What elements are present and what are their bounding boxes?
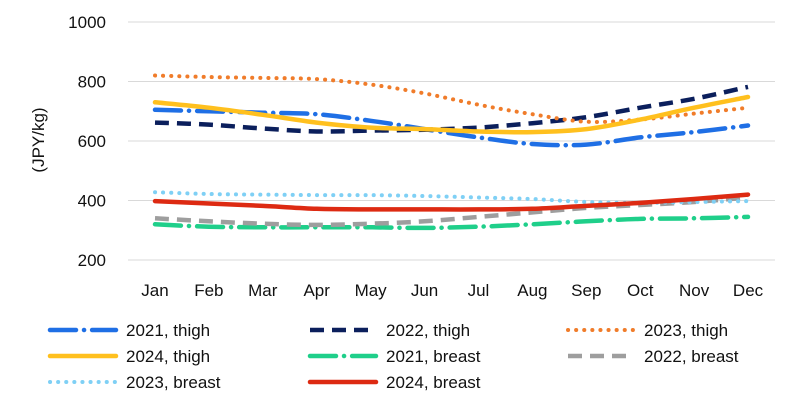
x-tick-label: Jul [468, 281, 490, 300]
x-tick-label: Nov [679, 281, 710, 300]
legend-label: 2021, breast [386, 347, 481, 366]
legend: 2021, thigh 2022, thigh 2023, thigh 2024, t… [47, 321, 739, 392]
y-tick-labels: 200 400 600 800 1000 [68, 13, 106, 270]
y-tick-label: 600 [78, 132, 106, 151]
series-line [154, 84, 749, 134]
x-tick-label: Jun [411, 281, 438, 300]
x-tick-label: Apr [303, 281, 330, 300]
legend-item: 2024, thigh [47, 347, 210, 366]
x-tick-label: Mar [248, 281, 278, 300]
x-tick-label: Dec [733, 281, 764, 300]
legend-item: 2023, thigh [566, 321, 728, 340]
legend-label: 2021, thigh [126, 321, 210, 340]
y-axis-label: (JPY/kg) [29, 107, 48, 172]
x-tick-label: May [355, 281, 388, 300]
legend-label: 2024, thigh [126, 347, 210, 366]
legend-label: 2023, thigh [644, 321, 728, 340]
x-tick-label: Sep [571, 281, 601, 300]
x-tick-label: Jan [141, 281, 168, 300]
legend-item: 2022, thigh [310, 321, 470, 340]
legend-item: 2023, breast [48, 373, 221, 392]
series-line [152, 214, 751, 231]
legend-label: 2024, breast [386, 373, 481, 392]
legend-item: 2022, breast [568, 347, 739, 366]
legend-item: 2021, breast [307, 347, 481, 366]
x-tick-labels: Jan Feb Mar Apr May Jun Jul Aug Sep Oct Nov Dec [141, 281, 763, 300]
y-tick-label: 800 [78, 73, 106, 92]
legend-label: 2022, thigh [386, 321, 470, 340]
series-line [152, 192, 751, 212]
legend-label: 2023, breast [126, 373, 221, 392]
x-tick-label: Oct [627, 281, 654, 300]
series-line [152, 94, 751, 135]
legend-label: 2022, breast [644, 347, 739, 366]
series-line [153, 190, 750, 205]
y-tick-label: 400 [78, 192, 106, 211]
y-tick-label: 1000 [68, 13, 106, 32]
y-tick-label: 200 [78, 251, 106, 270]
x-tick-label: Aug [517, 281, 547, 300]
series-lines [152, 73, 751, 231]
legend-item: 2021, thigh [47, 321, 210, 340]
legend-item: 2024, breast [307, 373, 481, 392]
x-tick-label: Feb [194, 281, 223, 300]
